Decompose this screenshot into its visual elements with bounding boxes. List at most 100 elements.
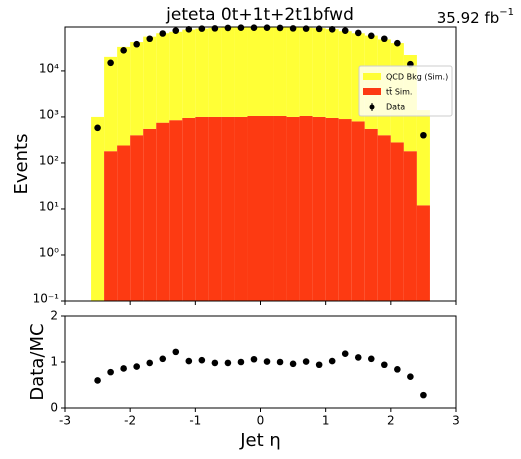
y-tick-label: 2	[50, 309, 58, 323]
hist-bar	[117, 46, 131, 146]
hist-bar	[325, 117, 339, 301]
hist-bar	[130, 135, 144, 301]
ratio-point	[120, 365, 127, 372]
ratio-point	[420, 391, 427, 399]
data-point	[367, 32, 375, 40]
hist-bar	[195, 116, 209, 301]
legend-swatch	[363, 73, 381, 80]
ratio-point	[354, 354, 362, 361]
ratio-point	[289, 360, 297, 368]
data-point	[250, 24, 258, 31]
hist-bar	[260, 27, 274, 116]
ratio-point	[133, 363, 140, 370]
data-point	[263, 24, 271, 31]
hist-bar	[208, 116, 222, 301]
hist-bar	[221, 116, 235, 301]
ratio-point	[94, 377, 101, 384]
hist-bar	[104, 56, 118, 152]
y-tick-label: 10⁻¹	[33, 292, 60, 306]
hist-bar	[338, 119, 352, 301]
hist-bar	[247, 27, 261, 116]
hist-bar	[351, 121, 365, 302]
x-tick-label: 2	[387, 414, 395, 428]
y-tick-label: 10⁴	[39, 61, 59, 75]
lumi-text: 35.92 fb	[437, 9, 500, 27]
legend-swatch	[363, 88, 381, 95]
y-axis-label: Events	[11, 134, 32, 195]
hist-bar	[312, 116, 326, 301]
x-tick-label: 0	[257, 414, 265, 428]
y-tick-label: 10⁰	[39, 245, 59, 259]
hist-bar	[338, 31, 352, 120]
data-point	[120, 47, 127, 54]
hist-bar	[390, 142, 404, 301]
data-point	[172, 27, 180, 34]
hist-bar	[156, 33, 170, 123]
x-tick-label: 3	[452, 414, 460, 428]
ratio-point	[302, 358, 310, 365]
y-tick-label: 10³	[39, 107, 59, 121]
hist-bar	[91, 116, 105, 301]
hist-bar	[273, 115, 287, 301]
y-tick-label: 1	[50, 355, 58, 369]
hist-bar	[286, 116, 300, 301]
lumi-label: 35.92 fb−1	[437, 7, 514, 27]
ratio-point	[172, 348, 180, 356]
hist-bar	[416, 110, 430, 206]
lumi-exponent: −1	[499, 7, 514, 18]
ratio-point	[315, 361, 323, 369]
axes-frame	[64, 26, 457, 302]
ratio-point	[237, 358, 245, 366]
legend-label: tt̄ Sim.	[386, 86, 412, 96]
hist-bar	[325, 29, 339, 118]
data-point	[237, 24, 245, 31]
hist-bar	[182, 117, 196, 301]
data-point	[94, 124, 101, 132]
hist-bar	[143, 36, 157, 129]
data-point	[159, 30, 167, 37]
ratio-point	[367, 355, 375, 363]
hist-bar	[234, 27, 248, 117]
hist-bar	[234, 116, 248, 301]
data-point	[354, 29, 362, 37]
ratio-point	[159, 355, 167, 363]
data-point	[133, 40, 140, 48]
data-point	[289, 25, 297, 32]
ratio-point	[381, 361, 388, 369]
y-tick-label: 0	[50, 401, 58, 415]
hist-bar	[286, 27, 300, 117]
hist-bar	[416, 205, 430, 301]
ratio-point	[146, 359, 154, 367]
data-point	[394, 39, 401, 47]
data-point	[302, 25, 310, 32]
y-tick-label: 10¹	[39, 199, 59, 213]
ratio-point	[328, 357, 336, 365]
hist-bar	[221, 27, 235, 117]
hist-bar	[169, 31, 183, 121]
ratio-point	[211, 359, 219, 367]
hist-bar	[169, 120, 183, 301]
hist-bar	[273, 27, 287, 116]
data-point	[328, 26, 336, 33]
hist-bar	[117, 145, 131, 301]
data-point	[381, 35, 388, 43]
ratio-point	[107, 368, 114, 376]
x-tick-label: -2	[124, 414, 136, 428]
data-point	[420, 131, 427, 139]
hist-bar	[403, 151, 417, 301]
y-axis-label: Data/MC	[27, 323, 48, 400]
hist-bar	[208, 27, 222, 117]
hist-bar	[299, 27, 313, 116]
hist-bar	[130, 42, 144, 136]
hist-bar	[195, 28, 209, 117]
axes-frame	[64, 315, 457, 409]
ratio-point	[250, 355, 258, 363]
x-tick-label: -1	[189, 414, 201, 428]
y-tick-label: 10²	[39, 153, 59, 167]
hist-bar	[312, 28, 326, 117]
ratio-point	[198, 356, 206, 364]
data-point	[146, 35, 154, 43]
data-point	[107, 59, 114, 67]
legend-marker	[369, 104, 375, 110]
x-axis-label: Jet η	[239, 430, 281, 451]
